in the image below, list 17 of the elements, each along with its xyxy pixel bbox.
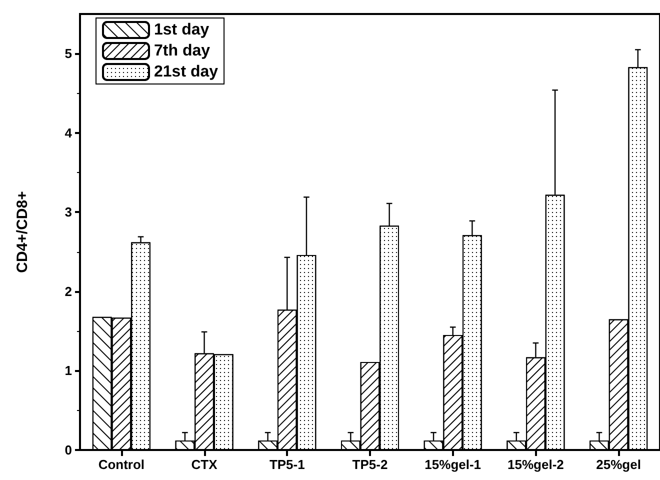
x-tick-label: 25%gel	[596, 457, 641, 472]
x-tick-label: 15%gel-1	[424, 457, 482, 472]
x-tick-label: 15%gel-2	[508, 457, 564, 472]
x-tick-label: TP5-1	[269, 457, 305, 472]
y-tick-label: 2	[64, 284, 72, 299]
y-tick-label: 0	[64, 442, 72, 458]
x-tick-label: CTX	[191, 457, 218, 472]
legend-label: 1st day	[154, 22, 210, 38]
x-tick-label: Control	[98, 457, 145, 472]
legend-label: 7th day	[154, 42, 210, 60]
y-tick-label: 5	[64, 46, 72, 62]
y-axis-title: CD4+/CD8+	[14, 190, 31, 273]
x-tick-label: TP5-2	[352, 457, 388, 472]
y-tick-label: 1	[64, 363, 72, 378]
y-tick-label: 3	[64, 204, 72, 220]
y-tick-label: 4	[64, 125, 73, 140]
legend-label: 21st day	[154, 64, 218, 80]
